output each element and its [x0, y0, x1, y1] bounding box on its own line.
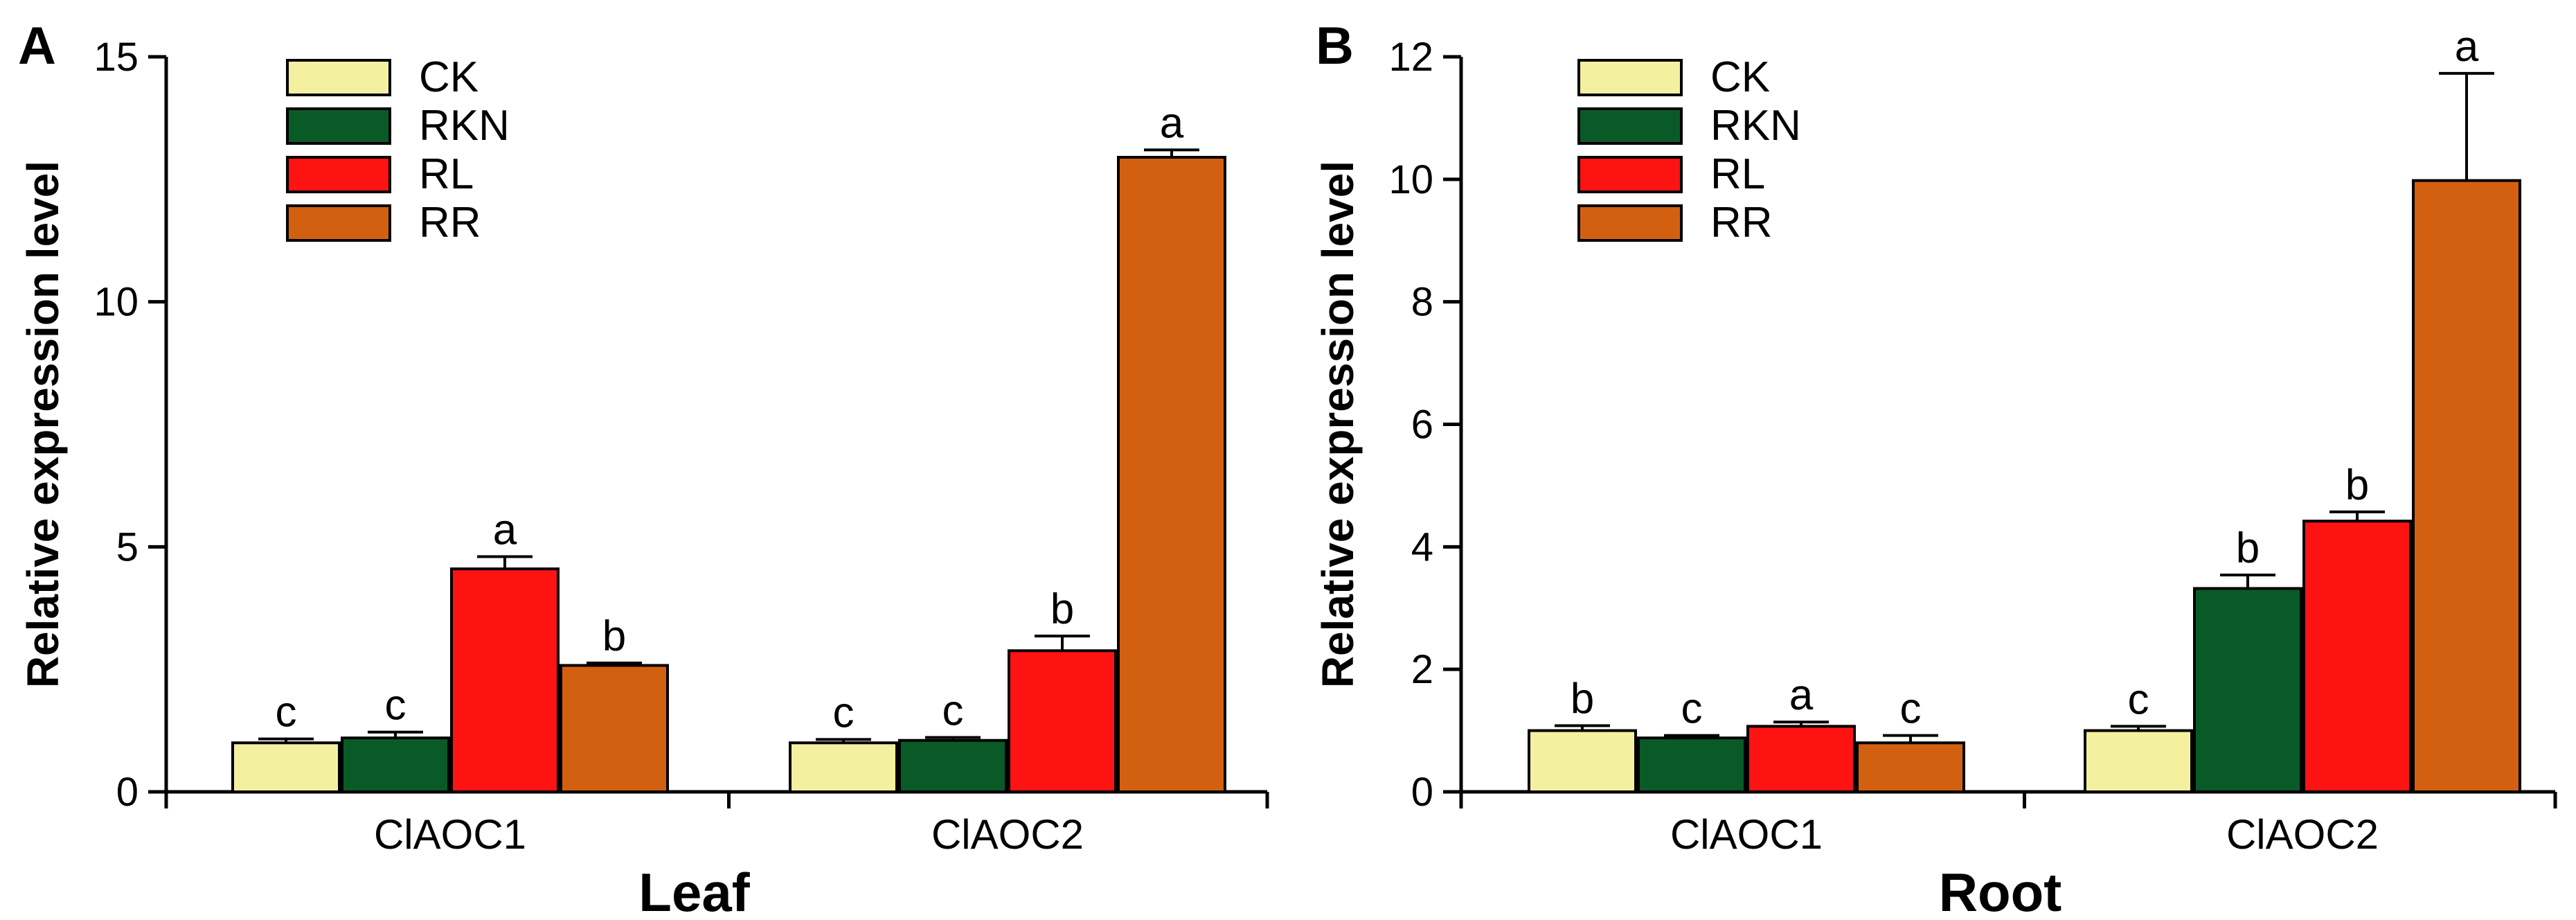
significance-letter: c: [1900, 685, 1922, 733]
significance-letter: c: [1681, 685, 1703, 733]
significance-letter: b: [602, 612, 626, 660]
bar-rl: [2302, 520, 2412, 793]
bar-rkn: [2193, 587, 2302, 793]
panel-a: 0 5 10 15 ClAOC1 ClAOC2 Leaf Relative expressio…: [18, 17, 1269, 920]
bar-rl: [1008, 649, 1117, 794]
panel-label: B: [1316, 17, 1354, 76]
y-axis-title: Relative expression level: [18, 161, 68, 688]
legend-label: RL: [1710, 150, 1765, 198]
significance-letter: a: [493, 506, 517, 554]
legend-swatch-ck: [286, 59, 391, 96]
bar-rr: [1117, 156, 1226, 793]
legend-swatch-ck: [1577, 59, 1683, 96]
x-category-label: ClAOC1: [1670, 811, 1823, 858]
bar-rr: [560, 664, 669, 793]
bar-rr: [2412, 179, 2521, 793]
legend-label: CK: [1710, 53, 1770, 101]
significance-letter: b: [2236, 524, 2260, 572]
bar-rr: [1856, 741, 1965, 794]
y-tick-label: 0: [1411, 770, 1433, 815]
y-axis-title: Relative expression level: [1313, 161, 1363, 688]
y-tick-label: 10: [1388, 157, 1433, 202]
legend-label: RR: [1710, 199, 1773, 247]
panel-label: A: [18, 17, 56, 76]
y-tick-label: 8: [1411, 280, 1433, 325]
panel-b: 0 2 4 6 8 10 12 ClAOC1 ClAOC2 Root Relative expres…: [1313, 17, 2557, 920]
y-tick-label: 5: [116, 524, 138, 569]
bar-ck: [789, 741, 898, 794]
legend-label: RKN: [419, 102, 510, 150]
legend-label: CK: [419, 53, 478, 101]
y-tick-label: 10: [93, 280, 138, 325]
legend-swatch-rr: [286, 204, 391, 242]
bar-ck: [231, 741, 341, 794]
significance-letter: c: [276, 689, 297, 736]
bar-ck: [2084, 729, 2193, 794]
legend-label: RKN: [1710, 102, 1801, 150]
y-tick-label: 0: [116, 770, 138, 815]
significance-letter: c: [833, 689, 855, 736]
x-axis-title: Root: [1939, 862, 2062, 920]
significance-letter: a: [1789, 671, 1814, 719]
significance-letter: b: [1571, 675, 1594, 723]
significance-letter: c: [942, 687, 964, 734]
bar-rl: [450, 567, 560, 793]
bar-ck: [1528, 729, 1637, 794]
legend-swatch-rl: [1577, 156, 1683, 193]
significance-letter: a: [1160, 99, 1184, 147]
x-category-label: ClAOC2: [2226, 811, 2379, 858]
significance-letter: c: [2128, 675, 2149, 723]
legend-label: RR: [419, 199, 481, 247]
significance-letter: a: [2455, 23, 2479, 71]
y-tick-label: 15: [93, 35, 138, 80]
y-tick-label: 6: [1411, 402, 1433, 448]
legend-label: RL: [419, 150, 474, 198]
significance-letter: b: [2345, 461, 2369, 509]
y-tick-label: 4: [1411, 524, 1433, 569]
bar-rkn: [898, 738, 1008, 793]
legend-swatch-rkn: [1577, 107, 1683, 145]
bar-rkn: [341, 736, 450, 794]
y-tick-label: 12: [1388, 35, 1433, 80]
significance-letter: b: [1050, 585, 1074, 633]
legend-swatch-rl: [286, 156, 391, 193]
y-tick-label: 2: [1411, 647, 1433, 692]
x-axis-title: Leaf: [638, 862, 750, 920]
bar-rl: [1746, 725, 1856, 793]
significance-letter: c: [385, 682, 406, 729]
bar-rkn: [1637, 736, 1746, 794]
legend-swatch-rr: [1577, 204, 1683, 242]
x-category-label: ClAOC2: [931, 811, 1084, 858]
legend-swatch-rkn: [286, 107, 391, 145]
x-category-label: ClAOC1: [374, 811, 526, 858]
